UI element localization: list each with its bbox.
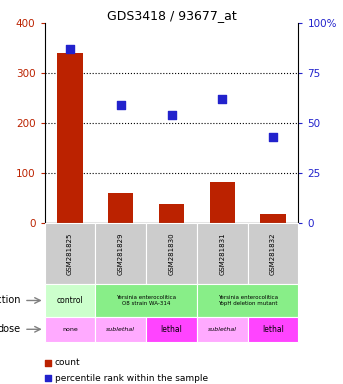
Text: GSM281829: GSM281829 [118, 232, 124, 275]
Text: control: control [57, 296, 83, 305]
Text: infection: infection [0, 295, 21, 306]
Text: lethal: lethal [262, 325, 284, 334]
Text: percentile rank within the sample: percentile rank within the sample [55, 374, 208, 383]
Text: none: none [62, 327, 78, 332]
Title: GDS3418 / 93677_at: GDS3418 / 93677_at [107, 9, 236, 22]
Bar [95, 284, 197, 317]
Bar [45, 317, 95, 342]
Text: GSM281831: GSM281831 [219, 232, 225, 275]
Text: Yersinia enterocolitica
YopH deletion mutant: Yersinia enterocolitica YopH deletion mu… [217, 295, 278, 306]
Bar [95, 317, 146, 342]
Point [169, 112, 174, 118]
Bar [210, 182, 235, 223]
Point [118, 102, 123, 108]
Text: sublethal: sublethal [208, 327, 237, 332]
Text: lethal: lethal [161, 325, 182, 334]
Bar [57, 53, 83, 223]
Bar [197, 223, 248, 284]
Text: dose: dose [0, 324, 21, 334]
Bar [95, 223, 146, 284]
Text: GSM281830: GSM281830 [168, 232, 175, 275]
Point [220, 96, 225, 102]
Bar [146, 317, 197, 342]
Text: GSM281825: GSM281825 [67, 232, 73, 275]
Point [270, 134, 276, 140]
Text: GSM281832: GSM281832 [270, 232, 276, 275]
Bar [248, 317, 298, 342]
Text: sublethal: sublethal [106, 327, 135, 332]
Bar [108, 193, 133, 223]
Bar [197, 284, 298, 317]
Bar [260, 214, 286, 223]
Bar [146, 223, 197, 284]
Bar [248, 223, 298, 284]
Bar [159, 204, 184, 223]
Point [45, 375, 51, 381]
Point [67, 46, 73, 52]
Text: Yersinia enterocolitica
O8 strain WA-314: Yersinia enterocolitica O8 strain WA-314 [116, 295, 176, 306]
Bar [45, 223, 95, 284]
Bar [197, 317, 248, 342]
Bar [45, 284, 95, 317]
Text: count: count [55, 358, 81, 367]
Point [45, 360, 51, 366]
